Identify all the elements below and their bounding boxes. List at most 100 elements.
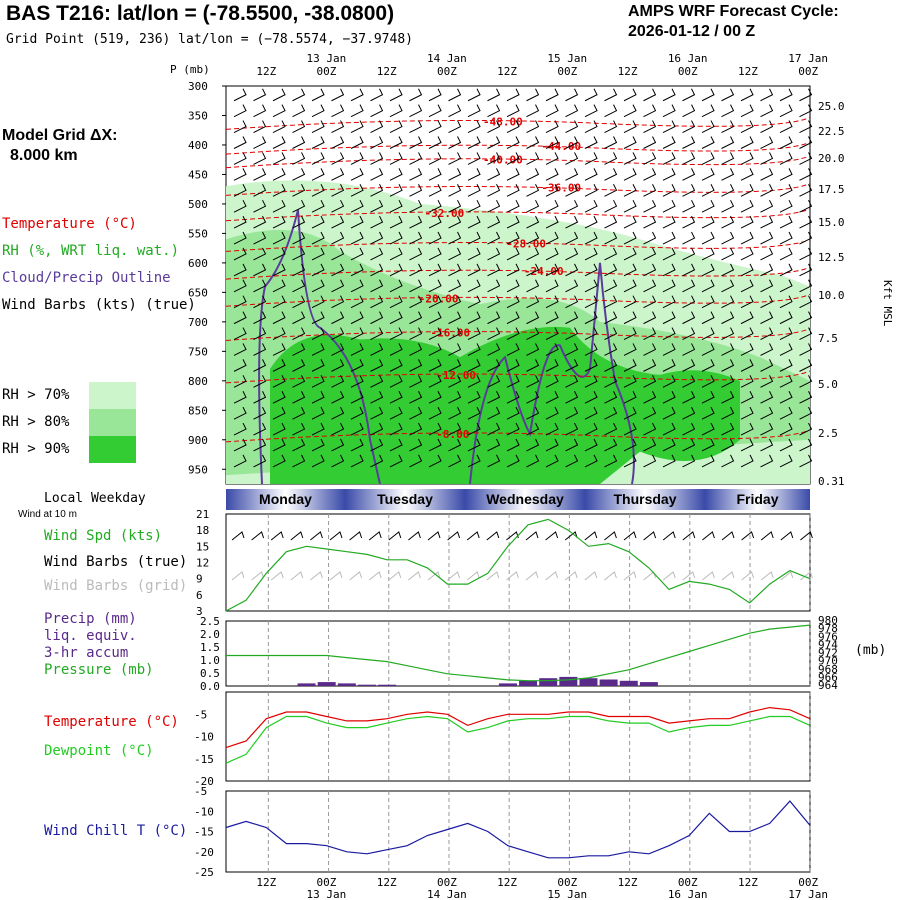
pressure-tick-label: 950 bbox=[188, 463, 208, 476]
wind-barb bbox=[292, 152, 306, 165]
wind-barb bbox=[643, 199, 657, 213]
wind-barb bbox=[428, 168, 442, 181]
wind-barb bbox=[623, 231, 637, 245]
wind-barb bbox=[311, 390, 325, 404]
wind-barb bbox=[272, 168, 286, 181]
wind-barb bbox=[643, 327, 657, 340]
precip-bar bbox=[297, 683, 316, 686]
wind-barb bbox=[331, 199, 345, 213]
wind-barb bbox=[565, 168, 579, 181]
wind-barb bbox=[662, 120, 676, 134]
wind-barb bbox=[721, 231, 735, 245]
wind-barb bbox=[389, 359, 403, 372]
wind-barb bbox=[389, 263, 403, 277]
wind-barb-grid bbox=[682, 571, 696, 581]
wind-barb-grid bbox=[760, 571, 774, 581]
wind-barb bbox=[448, 120, 462, 134]
wind-barb bbox=[370, 454, 384, 468]
wind-barb bbox=[428, 375, 442, 388]
precip-ytick-label: 2.5 bbox=[200, 615, 220, 628]
wind-barb bbox=[740, 88, 754, 102]
wind-barb-grid bbox=[721, 571, 735, 581]
rh70-swatch bbox=[89, 382, 136, 409]
wind-barb bbox=[701, 168, 715, 181]
pressure-tick-label: 750 bbox=[188, 345, 208, 358]
wind-barb bbox=[721, 88, 735, 102]
wind-ytick-label: 3 bbox=[196, 605, 203, 618]
wind-barb bbox=[584, 311, 598, 325]
wind-barb bbox=[604, 215, 618, 229]
wind-barb bbox=[565, 184, 579, 197]
wind-barb bbox=[662, 136, 676, 149]
wind-barb bbox=[643, 136, 657, 149]
kft-tick-label: 0.31 bbox=[818, 475, 845, 488]
wind-barb bbox=[721, 184, 735, 197]
wind-barb bbox=[253, 438, 267, 452]
wind-barb bbox=[526, 422, 540, 436]
wind-barb bbox=[253, 263, 267, 277]
wind-barb bbox=[233, 422, 247, 436]
wind-barb bbox=[721, 390, 735, 404]
wind-barb bbox=[448, 184, 462, 197]
wind-barb bbox=[682, 279, 696, 293]
wind-barb bbox=[272, 104, 286, 118]
wind-barb bbox=[506, 406, 520, 420]
wind-barb bbox=[682, 311, 696, 325]
wind-barb bbox=[233, 438, 247, 452]
wind-barb bbox=[233, 88, 247, 102]
wind-barb bbox=[233, 231, 247, 245]
wind-barb bbox=[389, 136, 403, 149]
wind-barb bbox=[409, 152, 423, 165]
wind-barb bbox=[799, 406, 813, 420]
bottom-hour-label: 00Z bbox=[317, 876, 337, 889]
wind-barb bbox=[740, 438, 754, 452]
wind-barb bbox=[584, 247, 598, 261]
wind-barb bbox=[740, 422, 754, 436]
wind-barb bbox=[428, 247, 442, 261]
wind-barb bbox=[799, 295, 813, 309]
wind-barb bbox=[467, 152, 481, 165]
wind-barb bbox=[760, 184, 774, 197]
wind-barb bbox=[604, 295, 618, 309]
wind-barb bbox=[740, 327, 754, 340]
wind-barb bbox=[584, 375, 598, 388]
wind-barb bbox=[409, 295, 423, 309]
wind-barb bbox=[428, 279, 442, 293]
wind-barb bbox=[506, 263, 520, 277]
wind-barb bbox=[779, 311, 793, 325]
wind-barb bbox=[253, 88, 267, 102]
top-date-label: 14 Jan bbox=[427, 52, 467, 65]
wind-barb bbox=[487, 359, 501, 372]
wind-barb bbox=[292, 438, 306, 452]
wind-barb-grid bbox=[270, 571, 284, 581]
wind-barb bbox=[253, 136, 267, 149]
wind-barb bbox=[467, 136, 481, 149]
pressure-ytick-label: 972 bbox=[818, 647, 838, 660]
wind-barb bbox=[662, 422, 676, 436]
wind-barb-true bbox=[545, 531, 559, 541]
label-precip-3: 3-hr accum bbox=[44, 645, 129, 661]
wind-barb bbox=[292, 359, 306, 372]
temperature-label: -24.00 bbox=[524, 265, 564, 278]
top-date-label: 17 Jan bbox=[788, 52, 828, 65]
wind-barb bbox=[760, 295, 774, 309]
wind-barb bbox=[233, 311, 247, 325]
top-hour-label: 00Z bbox=[557, 65, 577, 78]
wind-barb bbox=[506, 136, 520, 149]
kft-tick-label: 22.5 bbox=[818, 125, 845, 138]
kft-tick-label: 2.5 bbox=[818, 427, 838, 440]
wind-barb bbox=[604, 390, 618, 404]
wind-barb bbox=[487, 263, 501, 277]
precip-bar bbox=[579, 678, 598, 686]
wind-barb bbox=[799, 375, 813, 388]
pressure-tick-label: 350 bbox=[188, 109, 208, 122]
wind-barb bbox=[350, 422, 364, 436]
wind-barb bbox=[682, 359, 696, 372]
wind-barb bbox=[565, 199, 579, 213]
temperature-label: -48.00 bbox=[483, 115, 523, 128]
wind-barb bbox=[233, 263, 247, 277]
wind-barb bbox=[799, 168, 813, 181]
wind-barb bbox=[272, 390, 286, 404]
wind-barb bbox=[623, 390, 637, 404]
top-hour-label: 00Z bbox=[798, 65, 818, 78]
